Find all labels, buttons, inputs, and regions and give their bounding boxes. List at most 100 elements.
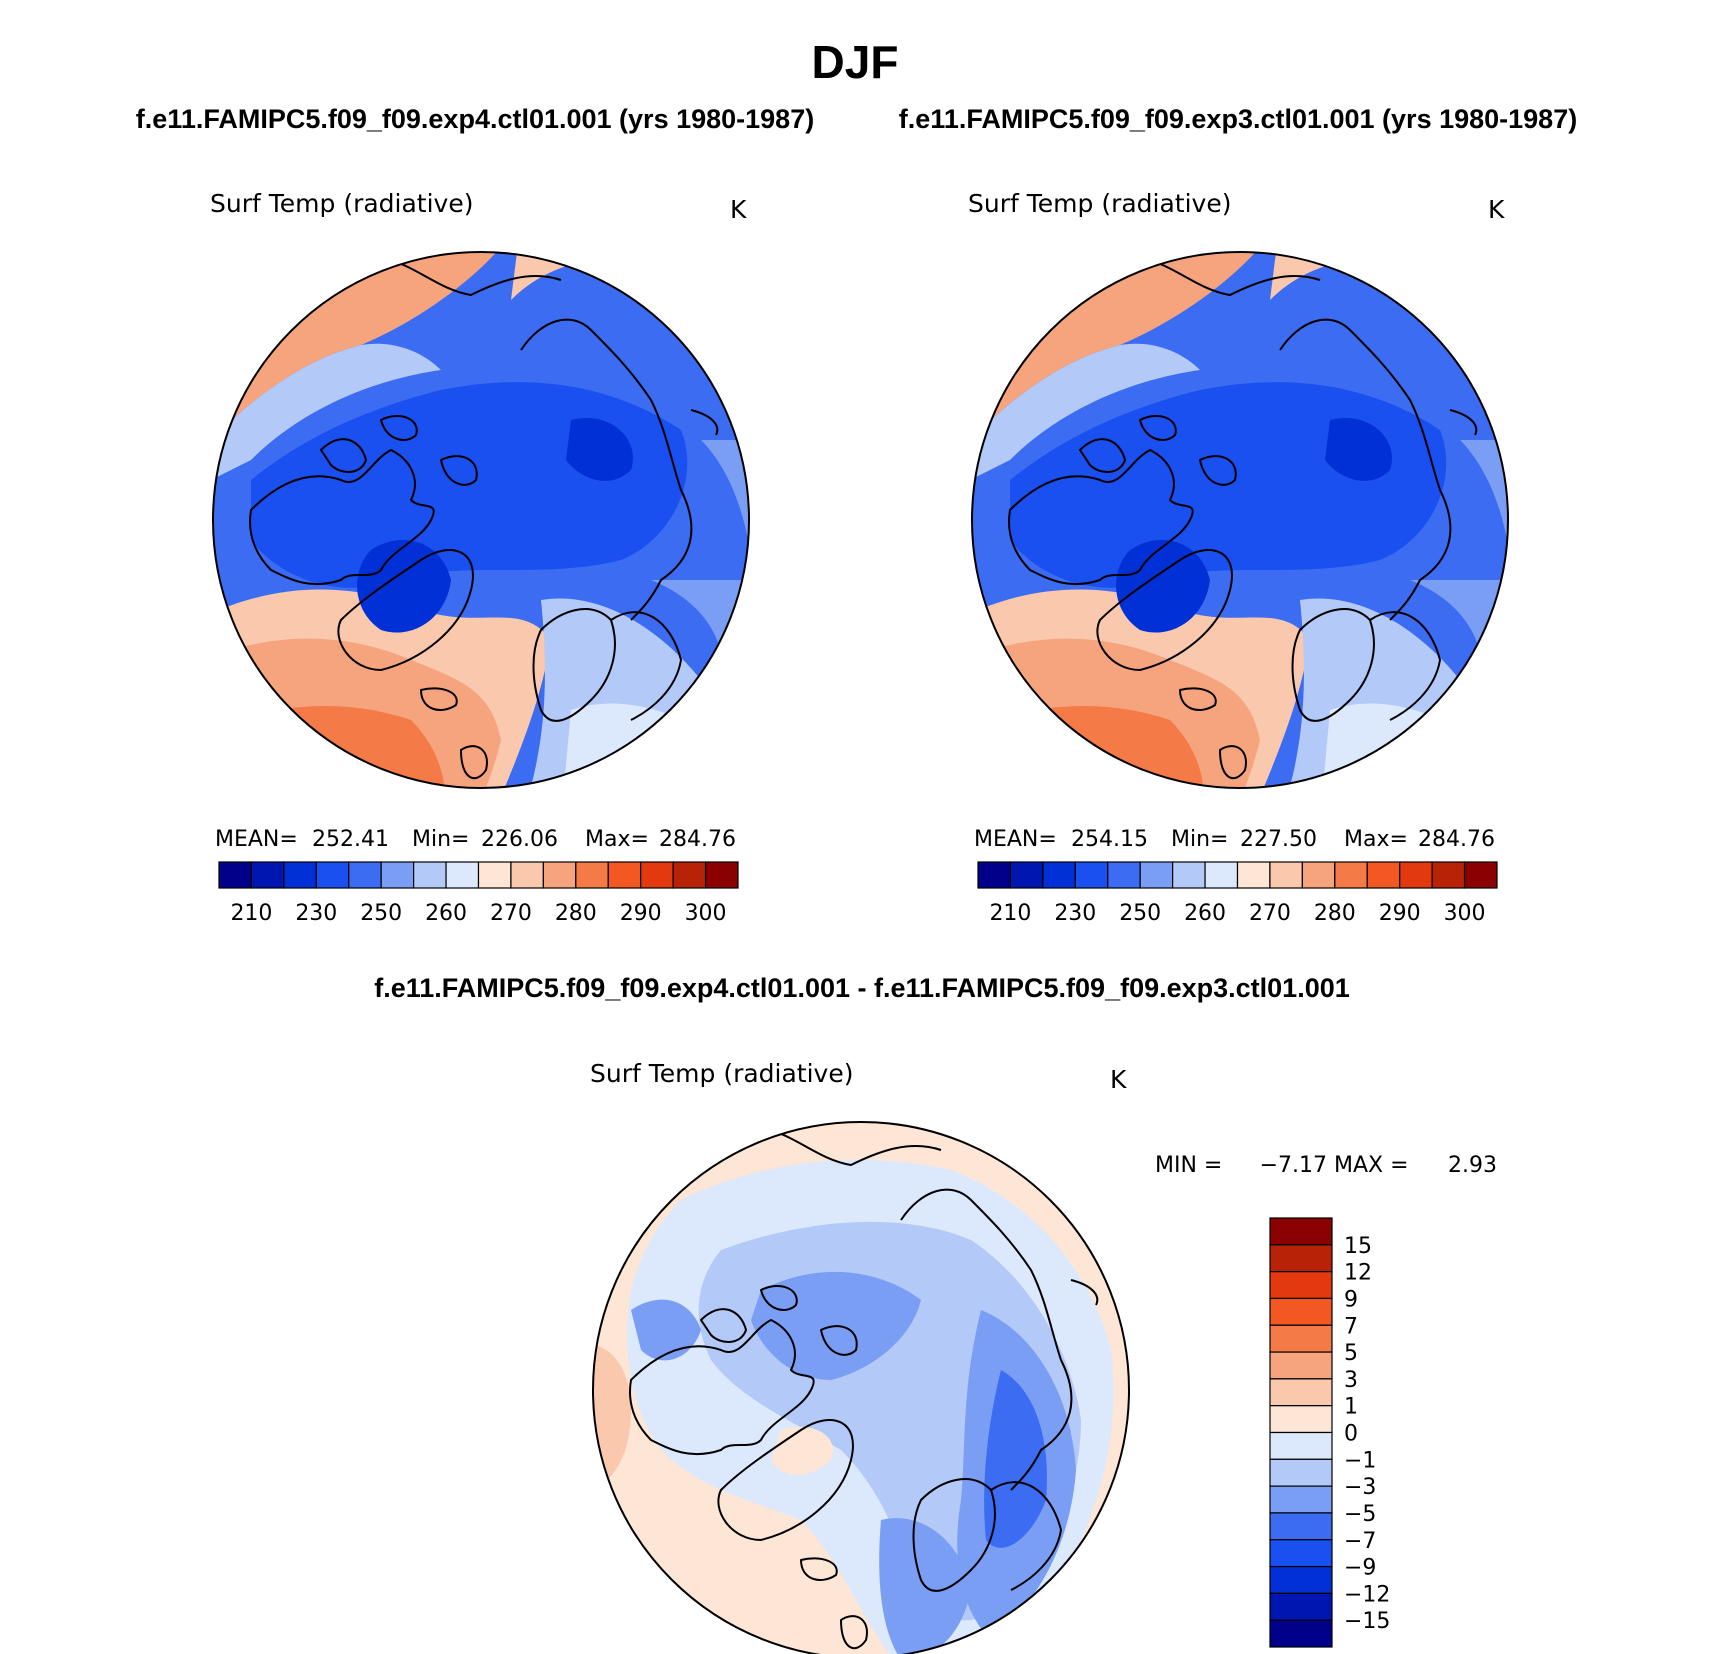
- colorbar-diff-swatch: [1269, 1619, 1333, 1648]
- map-exp4: [213, 252, 749, 788]
- panel-diff-max-label: MAX =: [1334, 1153, 1409, 1178]
- colorbar-exp4: 210 230 250 260 270 280 290 300: [218, 861, 739, 926]
- colorbar-swatch: [1463, 861, 1498, 889]
- colorbar-diff-swatch: [1269, 1271, 1333, 1300]
- map-exp3: [972, 252, 1508, 788]
- colorbar-swatch: [510, 861, 544, 889]
- colorbar-tick-label: 290: [1379, 901, 1421, 926]
- panel-exp3-max: 284.76: [1418, 827, 1495, 852]
- colorbar-diff-tick-label: −7: [1344, 1529, 1376, 1554]
- map-diff: [593, 1122, 1129, 1654]
- panel-diff: Surf Temp (radiative) K MIN = −7.17 MAX …: [590, 1059, 1497, 1654]
- panel-exp3-mean: 254.15: [1071, 827, 1148, 852]
- colorbar-diff-swatch: [1269, 1485, 1333, 1514]
- colorbar-swatch: [1139, 861, 1174, 889]
- subtitle-right: f.e11.FAMIPC5.f09_f09.exp3.ctl01.001 (yr…: [899, 104, 1577, 134]
- panel-diff-units: K: [1110, 1065, 1127, 1094]
- panel-exp3: Surf Temp (radiative) K MEAN= 254.15 Min…: [968, 189, 1509, 926]
- colorbar-diff-tick-label: 5: [1344, 1341, 1358, 1366]
- panel-diff-stats: MIN = −7.17 MAX = 2.93: [1155, 1153, 1497, 1178]
- colorbar-swatch: [283, 861, 317, 889]
- colorbar-swatch: [250, 861, 285, 889]
- panel-exp4-stats: MEAN= 252.41 Min= 226.06 Max= 284.76: [215, 827, 736, 852]
- colorbar-swatch: [1172, 861, 1206, 889]
- colorbar-swatch: [380, 861, 415, 889]
- colorbar-tick-label: 210: [989, 901, 1031, 926]
- colorbar-swatch: [672, 861, 707, 889]
- colorbar-swatch: [977, 861, 1012, 889]
- map-diff-border: [592, 1121, 1130, 1654]
- colorbar-diff-tick-label: −5: [1344, 1502, 1376, 1527]
- colorbar-swatch: [1236, 861, 1271, 889]
- colorbar-diff-swatch: [1269, 1565, 1333, 1594]
- panel-exp3-max-label: Max=: [1344, 827, 1408, 852]
- colorbar-swatch: [640, 861, 674, 889]
- colorbar-swatch: [1074, 861, 1109, 889]
- page-title: DJF: [812, 36, 899, 88]
- panel-diff-max: 2.93: [1448, 1153, 1497, 1178]
- panel-exp4-mean-label: MEAN=: [215, 827, 298, 852]
- map-exp4-border: [212, 251, 750, 789]
- colorbar-tick-label: 280: [555, 901, 597, 926]
- panel-exp4-min-label: Min=: [412, 827, 469, 852]
- colorbar-swatch: [575, 861, 609, 889]
- colorbar-swatch: [413, 861, 447, 889]
- colorbar-swatch: [1334, 861, 1368, 889]
- map-exp3-border: [971, 251, 1509, 789]
- colorbar-diff-swatch: [1269, 1592, 1333, 1621]
- colorbar-swatch: [477, 861, 512, 889]
- colorbar-diff-tick-label: −9: [1344, 1556, 1376, 1581]
- colorbar-tick-label: 260: [425, 901, 467, 926]
- panel-diff-min-label: MIN =: [1155, 1153, 1222, 1178]
- colorbar-diff-tick-label: −15: [1344, 1609, 1390, 1634]
- colorbar-diff-swatch: [1269, 1378, 1333, 1407]
- subtitle-left: f.e11.FAMIPC5.f09_f09.exp4.ctl01.001 (yr…: [136, 104, 814, 134]
- colorbar-swatch: [1269, 861, 1303, 889]
- panel-exp4-mean: 252.41: [312, 827, 389, 852]
- colorbar-swatch: [218, 861, 253, 889]
- colorbar-diff-tick-label: 3: [1344, 1368, 1358, 1393]
- panel-diff-variable: Surf Temp (radiative): [590, 1059, 853, 1088]
- colorbar-exp3: 210 230 250 260 270 280 290 300: [977, 861, 1498, 926]
- panel-exp4-variable: Surf Temp (radiative): [210, 189, 473, 218]
- panel-diff-min: −7.17: [1260, 1153, 1327, 1178]
- colorbar-swatch: [445, 861, 480, 889]
- colorbar-tick-label: 290: [620, 901, 662, 926]
- colorbar-swatch: [1301, 861, 1336, 889]
- colorbar-swatch: [1366, 861, 1401, 889]
- colorbar-tick-label: 230: [1054, 901, 1096, 926]
- colorbar-diff-tick-label: 1: [1344, 1395, 1358, 1420]
- colorbar-tick-label: 270: [490, 901, 532, 926]
- diff-title: f.e11.FAMIPC5.f09_f09.exp4.ctl01.001 - f…: [374, 973, 1350, 1003]
- colorbar-diff-tick-label: 15: [1344, 1234, 1372, 1259]
- panel-exp4-min: 226.06: [481, 827, 558, 852]
- colorbar-tick-label: 230: [295, 901, 337, 926]
- colorbar-tick-label: 210: [230, 901, 272, 926]
- panel-exp4-max-label: Max=: [585, 827, 649, 852]
- panel-exp3-variable: Surf Temp (radiative): [968, 189, 1231, 218]
- colorbar-diff-tick-label: 7: [1344, 1314, 1358, 1339]
- colorbar-diff-tick-label: −12: [1344, 1582, 1390, 1607]
- colorbar-tick-label: 260: [1184, 901, 1226, 926]
- colorbar-swatch: [1204, 861, 1239, 889]
- colorbar-swatch: [607, 861, 642, 889]
- colorbar-diff-swatch: [1269, 1405, 1333, 1434]
- colorbar-diff-tick-label: 0: [1344, 1422, 1358, 1447]
- colorbar-swatch: [348, 861, 382, 889]
- colorbar-diff-swatch: [1269, 1217, 1333, 1246]
- panel-exp3-units: K: [1488, 195, 1505, 224]
- colorbar-swatch: [1399, 861, 1433, 889]
- colorbar-diff-tick-label: −3: [1344, 1475, 1376, 1500]
- colorbar-swatch: [1009, 861, 1044, 889]
- panel-exp3-stats: MEAN= 254.15 Min= 227.50 Max= 284.76: [974, 827, 1495, 852]
- colorbar-tick-label: 300: [685, 901, 727, 926]
- colorbar-diff-swatch: [1269, 1431, 1333, 1460]
- colorbar-tick-label: 300: [1444, 901, 1486, 926]
- panel-exp3-mean-label: MEAN=: [974, 827, 1057, 852]
- colorbar-swatch: [542, 861, 577, 889]
- colorbar-swatch: [1107, 861, 1141, 889]
- colorbar-tick-label: 270: [1249, 901, 1291, 926]
- colorbar-diff-tick-label: −1: [1344, 1448, 1376, 1473]
- colorbar-tick-label: 280: [1314, 901, 1356, 926]
